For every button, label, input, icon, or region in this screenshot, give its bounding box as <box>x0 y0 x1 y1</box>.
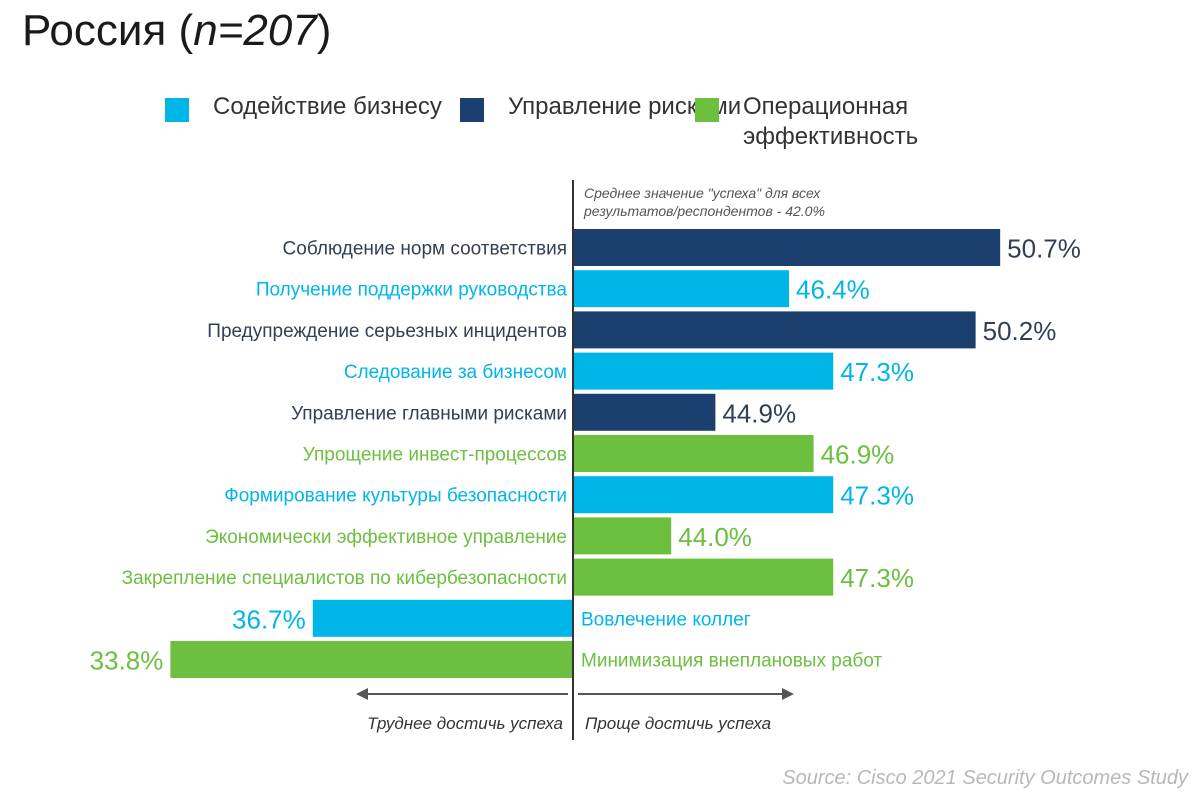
value-label-3: 47.3% <box>840 357 914 387</box>
bar-10 <box>170 641 573 678</box>
category-label-3: Следование за бизнесом <box>344 362 567 383</box>
bar-8 <box>573 558 834 596</box>
category-label-10: Минимизация внеплановых работ <box>581 651 882 672</box>
category-label-8: Закрепление специалистов по кибербезопас… <box>122 568 567 589</box>
source-note: Source: Cisco 2021 Security Outcomes Stu… <box>782 767 1188 789</box>
category-label-0: Соблюдение норм соответствия <box>283 239 567 260</box>
value-label-8: 47.3% <box>840 563 914 593</box>
legend-label-operational: Операционная эффективность <box>743 93 919 150</box>
bar-3 <box>573 352 834 390</box>
axis-label-easier: Проще достичь успеха <box>585 714 771 733</box>
bar-9 <box>312 599 573 637</box>
baseline-note-line-2: результатов/респондентов - 42.0% <box>583 203 825 219</box>
bar-0 <box>573 229 1001 266</box>
value-label-10: 33.8% <box>90 646 164 676</box>
value-label-0: 50.7% <box>1007 234 1081 264</box>
bar-6 <box>573 476 834 514</box>
value-label-6: 47.3% <box>840 481 914 511</box>
value-label-1: 46.4% <box>796 275 870 305</box>
legend-swatch-business <box>165 98 189 122</box>
bar-1 <box>573 270 790 308</box>
legend-swatch-operational <box>695 98 719 122</box>
category-label-1: Получение поддержки руководства <box>256 280 568 301</box>
baseline-note-line-1: Среднее значение "успеха" для всех <box>584 185 821 201</box>
value-label-5: 46.9% <box>821 440 895 470</box>
category-label-7: Экономически эффективное управление <box>205 527 567 548</box>
category-label-4: Управление главными рисками <box>291 403 567 424</box>
legend-item-operational: Операционная эффективность <box>695 92 983 152</box>
value-label-2: 50.2% <box>983 316 1057 346</box>
category-label-2: Предупреждение серьезных инцидентов <box>207 321 567 342</box>
value-label-4: 44.9% <box>722 398 796 428</box>
legend-item-business: Содействие бизнесу <box>165 92 453 122</box>
bar-2 <box>573 311 976 349</box>
category-label-5: Упрощение инвест-процессов <box>303 445 567 466</box>
axis-label-harder: Труднее достичь успеха <box>367 714 563 733</box>
category-label-9: Вовлечение коллег <box>581 609 751 630</box>
bar-4 <box>573 393 716 431</box>
chart-title-n: (n=207) <box>178 6 332 55</box>
category-label-6: Формирование культуры безопасности <box>224 486 567 507</box>
legend-swatch-risk <box>460 98 484 122</box>
bar-5 <box>573 435 814 472</box>
bar-7 <box>573 517 672 555</box>
legend-label-business: Содействие бизнесу <box>213 93 442 120</box>
chart-title: Россия (n=207) <box>22 6 331 56</box>
chart-title-main: Россия <box>22 6 167 55</box>
value-label-7: 44.0% <box>678 522 752 552</box>
value-label-9: 36.7% <box>232 604 306 634</box>
